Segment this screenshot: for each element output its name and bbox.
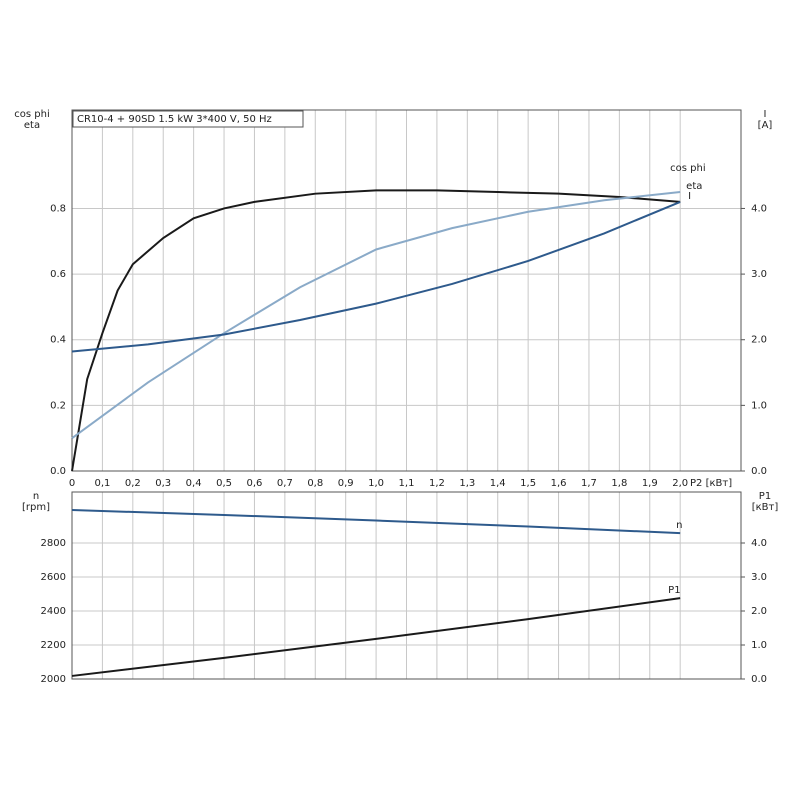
y-tick-label: 2600 xyxy=(41,572,66,583)
chart-title: CR10-4 + 90SD 1.5 kW 3*400 V, 50 Hz xyxy=(77,114,272,125)
y2-axis-label: I xyxy=(764,109,767,120)
y2-tick-label: 3.0 xyxy=(751,572,767,583)
y-tick-label: 0.2 xyxy=(50,400,66,411)
y2-tick-label: 2.0 xyxy=(751,335,767,346)
x-tick-label: 1,7 xyxy=(581,478,597,489)
y-tick-label: 2800 xyxy=(41,538,66,549)
x-tick-label: 1,0 xyxy=(368,478,384,489)
x-tick-label: 1,1 xyxy=(399,478,415,489)
y2-tick-label: 2.0 xyxy=(751,606,767,617)
y-axis-label: cos phi xyxy=(14,109,49,120)
y-tick-label: 2200 xyxy=(41,640,66,651)
series-label: n xyxy=(676,520,682,531)
x-tick-label: 0,7 xyxy=(277,478,293,489)
y-tick-label: 0.8 xyxy=(50,203,66,214)
x-tick-label: 0,8 xyxy=(307,478,323,489)
plot-frame xyxy=(71,109,742,472)
plot-frame xyxy=(71,491,742,680)
y-tick-label: 0.6 xyxy=(50,269,66,280)
y2-tick-label: 0.0 xyxy=(751,674,767,685)
series-label: I xyxy=(688,191,691,202)
y2-axis-label: [A] xyxy=(758,120,773,131)
y2-tick-label: 1.0 xyxy=(751,640,767,651)
x-tick-label: 1,4 xyxy=(490,478,506,489)
x-tick-label: 0,2 xyxy=(125,478,141,489)
y2-tick-label: 3.0 xyxy=(751,269,767,280)
x-tick-label: 1,2 xyxy=(429,478,445,489)
x-tick-label: 0,9 xyxy=(338,478,354,489)
x-axis-label: P2 [кВт] xyxy=(690,478,732,489)
series-label: cos phi xyxy=(670,163,705,174)
x-tick-label: 1,5 xyxy=(520,478,536,489)
y2-tick-label: 0.0 xyxy=(751,466,767,477)
y2-axis-label: [кВт] xyxy=(752,502,779,513)
y-axis-label: n xyxy=(33,491,39,502)
y-tick-label: 2000 xyxy=(41,674,66,685)
y2-tick-label: 4.0 xyxy=(751,203,767,214)
series-label: P1 xyxy=(668,585,680,596)
series-line xyxy=(71,189,681,472)
x-tick-label: 1,3 xyxy=(459,478,475,489)
series-line xyxy=(71,509,681,535)
y-tick-label: 0.0 xyxy=(50,466,66,477)
series-line xyxy=(71,597,681,677)
x-tick-label: 0,5 xyxy=(216,478,232,489)
x-tick-label: 0,6 xyxy=(247,478,263,489)
y-axis-label: eta xyxy=(24,120,40,131)
series-label: eta xyxy=(686,181,702,192)
x-tick-label: 0,3 xyxy=(155,478,171,489)
title-box xyxy=(72,110,304,128)
y2-axis-label: P1 xyxy=(759,491,771,502)
y-tick-label: 0.4 xyxy=(50,335,66,346)
x-tick-label: 1,8 xyxy=(611,478,627,489)
x-tick-label: 0 xyxy=(69,478,75,489)
x-tick-label: 0,4 xyxy=(186,478,202,489)
x-tick-label: 1,6 xyxy=(551,478,567,489)
series-line xyxy=(71,200,681,353)
y2-tick-label: 1.0 xyxy=(751,400,767,411)
series-line xyxy=(71,191,681,439)
x-tick-label: 0,1 xyxy=(94,478,110,489)
x-tick-label: 2,0 xyxy=(672,478,688,489)
x-tick-label: 1,9 xyxy=(642,478,658,489)
y2-tick-label: 4.0 xyxy=(751,538,767,549)
y-tick-label: 2400 xyxy=(41,606,66,617)
y-axis-label: [rpm] xyxy=(22,502,50,513)
